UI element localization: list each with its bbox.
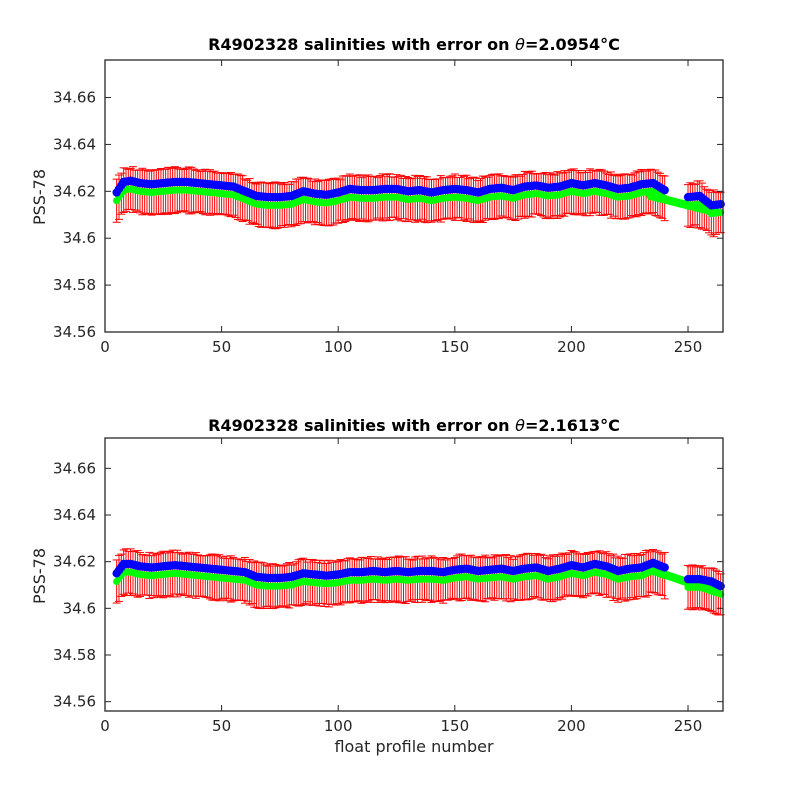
y-tick-label: 34.62	[53, 182, 96, 200]
panel-title: R4902328 salinities with error on θ=2.09…	[208, 35, 620, 54]
plot-area: 0 50 100 150 200 250 34.56 34.58 34.6 34.62 34.64 3…	[53, 59, 725, 356]
x-tick-label: 200	[557, 717, 586, 735]
x-tick-label: 50	[212, 338, 231, 356]
y-tick-label: 34.56	[53, 693, 96, 711]
y-tick-label: 34.58	[53, 646, 96, 664]
measured-point	[660, 563, 669, 572]
y-tick-label: 34.66	[53, 459, 96, 477]
y-tick-label: 34.62	[53, 553, 96, 571]
axes-box	[104, 59, 724, 333]
measured-series	[112, 176, 725, 210]
y-tick-label: 34.56	[53, 323, 96, 341]
axes-box	[104, 437, 724, 712]
x-tick-label: 250	[674, 717, 703, 735]
x-tick-label: 150	[440, 717, 469, 735]
mapped-point	[711, 587, 721, 597]
x-tick-label: 0	[100, 338, 110, 356]
x-tick-label: 0	[100, 717, 110, 735]
measured-series	[112, 558, 725, 591]
salinity-panel-top: R4902328 salinities with error on θ=2.09…	[30, 35, 725, 356]
x-tick-label: 50	[212, 717, 231, 735]
x-tick-label: 150	[440, 338, 469, 356]
x-axis-label: float profile number	[334, 737, 494, 756]
y-tick-label: 34.64	[53, 135, 96, 153]
y-tick-label: 34.58	[53, 276, 96, 294]
panel-title: R4902328 salinities with error on θ=2.16…	[208, 416, 620, 435]
mapped-point	[711, 208, 721, 217]
x-tick-label: 100	[324, 338, 353, 356]
y-tick-label: 34.64	[53, 506, 96, 524]
y-tick-label: 34.6	[63, 599, 96, 617]
y-tick-label: 34.66	[53, 89, 96, 107]
measured-point	[660, 185, 669, 195]
y-tick-label: 34.6	[63, 229, 96, 247]
plot-area: 0 50 100 150 200 250 34.56 34.58 34.6 34.62 34.64 3…	[53, 437, 725, 735]
mapped-series	[113, 185, 725, 218]
x-tick-label: 200	[557, 338, 586, 356]
x-tick-label: 100	[324, 717, 353, 735]
y-axis-label: PSS-78	[30, 548, 49, 604]
salinity-panel-bottom: R4902328 salinities with error on θ=2.16…	[30, 416, 725, 756]
y-axis-label: PSS-78	[30, 169, 49, 225]
x-tick-label: 250	[674, 338, 703, 356]
